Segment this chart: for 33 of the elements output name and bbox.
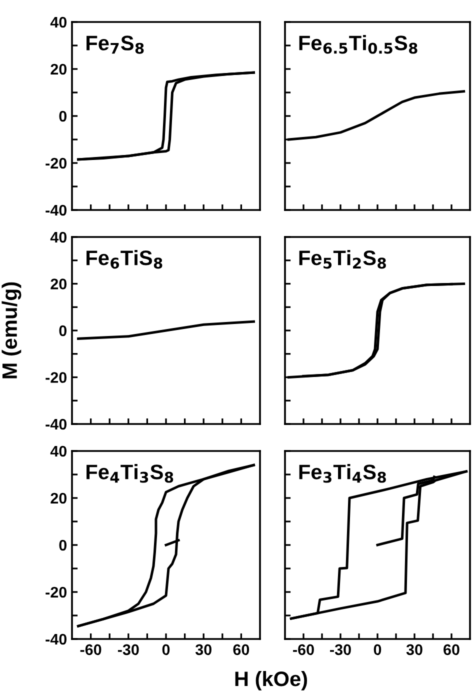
y-tick-label: 0 — [59, 110, 67, 122]
x-tick-label: -30 — [330, 644, 351, 656]
y-tick-label: 20 — [50, 492, 67, 504]
y-tick-label: 20 — [50, 278, 67, 290]
x-tick-label: 30 — [195, 644, 212, 656]
x-tick-label: 60 — [233, 644, 250, 656]
x-tick-label: -60 — [293, 644, 314, 656]
y-tick-label: 40 — [50, 232, 67, 243]
x-axis-title: H (kOe) — [235, 670, 308, 690]
text: Fe$_{7}$S$_{8}$ — [86, 36, 144, 54]
y-tick-label: -20 — [46, 586, 67, 598]
y-tick-label: -40 — [46, 418, 67, 430]
x-tick-label: 60 — [444, 644, 460, 656]
y-axis-title: M (emu/g) — [2, 282, 22, 378]
text: Fe$_{5}$Ti$_{2}$S$_{8}$ — [299, 250, 386, 269]
text: Fe$_{3}$Ti$_{4}$S$_{8}$ — [299, 464, 386, 483]
x-tick-label: -30 — [118, 644, 139, 656]
y-tick-label: 0 — [59, 540, 67, 551]
text: Fe$_{4}$Ti$_{3}$S$_{8}$ — [86, 464, 174, 483]
x-tick-label: -60 — [80, 644, 102, 656]
y-tick-label: -20 — [46, 372, 67, 383]
y-tick-label: -40 — [46, 204, 67, 216]
text: Fe$_{6.5}$Ti$_{0.5}$S$_{8}$ — [299, 35, 418, 54]
text: Fe$_{6}$TiS$_{8}$ — [86, 250, 162, 269]
x-tick-label: 0 — [374, 644, 382, 656]
y-tick-label: 40 — [50, 446, 67, 457]
y-tick-label: -20 — [46, 158, 67, 169]
x-tick-label: 0 — [162, 644, 170, 656]
y-tick-label: 40 — [50, 16, 67, 28]
y-tick-label: -40 — [46, 634, 67, 645]
y-tick-label: 0 — [59, 325, 67, 336]
x-tick-label: 30 — [406, 644, 422, 656]
y-tick-label: 20 — [50, 64, 67, 75]
